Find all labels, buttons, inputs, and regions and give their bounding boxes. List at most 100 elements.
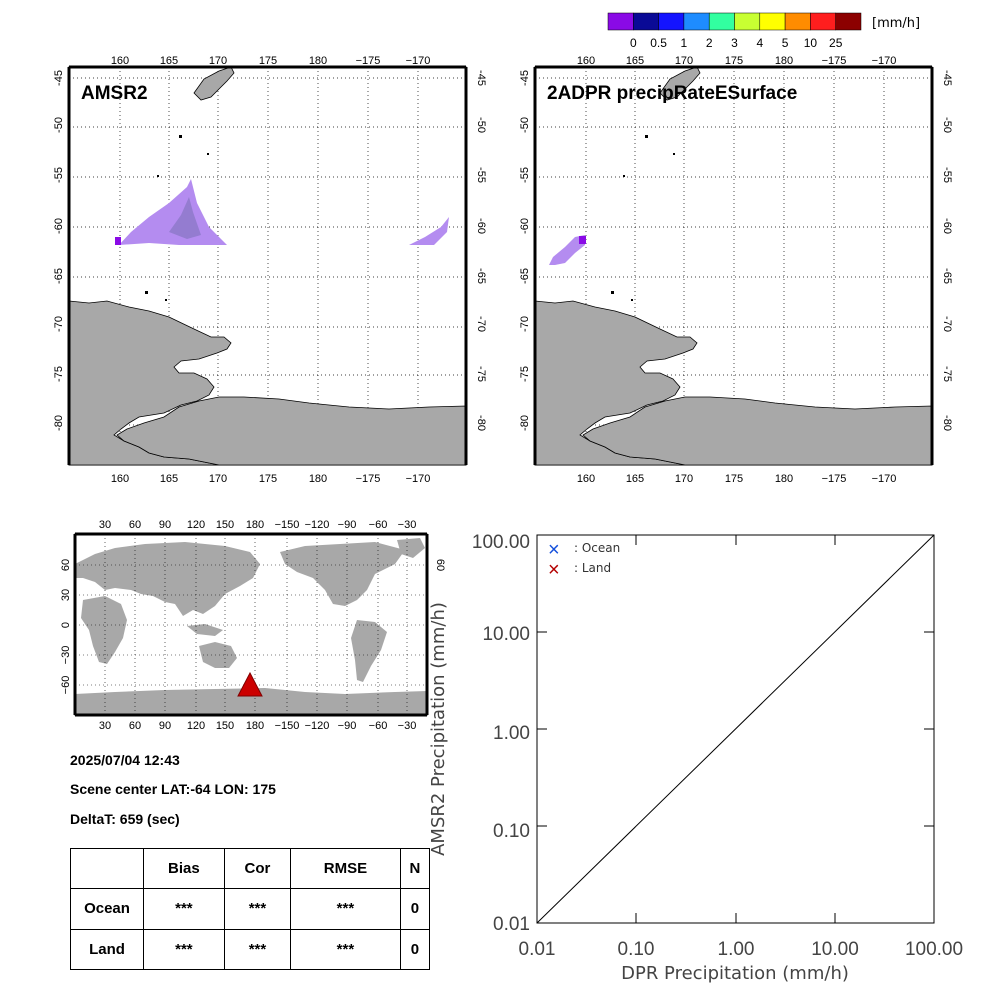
eurasia-landmass (75, 542, 260, 616)
row-label: Land (70, 928, 144, 971)
lat-tick: -45 (941, 70, 953, 86)
lon-tick: 175 (259, 55, 277, 67)
lat-tick: −30 (60, 646, 72, 665)
lon-tick: 150 (216, 519, 234, 531)
colorbar-tick: 2 (706, 36, 713, 50)
statistics-table: Bias Cor RMSE N Ocean *** *** *** 0 Land… (70, 847, 431, 971)
lon-tick: 90 (159, 720, 171, 732)
lat-tick: −60 (60, 676, 72, 695)
lon-tick: −120 (305, 720, 330, 732)
lat-tick: -50 (519, 117, 531, 133)
lon-tick: 150 (216, 720, 234, 732)
lon-tick: −150 (275, 720, 300, 732)
colorbar-swatch (683, 12, 710, 31)
lat-tick: -80 (53, 415, 65, 431)
lat-tick: -65 (519, 268, 531, 284)
scene-datetime: 2025/07/04 12:43 (70, 752, 180, 768)
table-cell: *** (143, 928, 225, 971)
south-america-landmass (351, 620, 387, 682)
lon-tick: 180 (309, 473, 327, 485)
islet (207, 153, 209, 155)
lon-tick: 180 (309, 55, 327, 67)
islet (631, 299, 633, 301)
lat-tick: -60 (941, 218, 953, 234)
lon-tick: −175 (822, 473, 847, 485)
lon-tick: −175 (356, 55, 381, 67)
islet (645, 135, 648, 138)
lat-tick: -55 (475, 167, 487, 183)
lat-tick: -55 (519, 167, 531, 183)
lon-tick: 165 (160, 473, 178, 485)
africa-landmass (81, 596, 127, 664)
lat-tick: -60 (53, 218, 65, 234)
lat-tick: -50 (475, 117, 487, 133)
lat-tick: -45 (53, 70, 65, 86)
lon-tick: −60 (369, 519, 388, 531)
lat-tick: -65 (475, 268, 487, 284)
precip-core (169, 197, 201, 239)
lon-tick: 30 (99, 720, 111, 732)
lat-tick: -50 (941, 117, 953, 133)
x-tick: 0.01 (519, 939, 556, 960)
colorbar-swatch (835, 12, 862, 31)
lat-tick: -45 (519, 70, 531, 86)
colorbar-swatch (784, 12, 811, 31)
table-row: Ocean *** *** *** 0 (70, 888, 431, 930)
lon-tick: −90 (338, 519, 357, 531)
lon-tick: 90 (159, 519, 171, 531)
legend-land-label: : Land (574, 561, 611, 575)
islet (611, 291, 614, 294)
x-tick: 10.00 (811, 939, 859, 960)
lon-tick: −120 (305, 519, 330, 531)
lon-tick: −90 (338, 720, 357, 732)
colorbar-swatch (708, 12, 735, 31)
lon-tick: 180 (775, 55, 793, 67)
lon-tick: 165 (626, 55, 644, 67)
precip-swath-east (409, 217, 449, 245)
colorbar-tick: 5 (782, 36, 789, 50)
lat-tick: -60 (475, 218, 487, 234)
islet (157, 175, 159, 177)
lon-tick: −170 (872, 473, 897, 485)
lon-tick: 120 (187, 519, 205, 531)
lat-tick: 60 (434, 559, 445, 571)
lat-tick: -70 (941, 316, 953, 332)
lon-tick: 180 (246, 720, 264, 732)
lat-tick: -75 (475, 366, 487, 382)
y-axis-label: AMSR2 Precipitation (mm/h) (428, 602, 449, 856)
scene-location-marker (237, 671, 263, 697)
colorbar-tick: 4 (756, 36, 763, 50)
greenland-landmass (397, 538, 425, 558)
delta-time: DeltaT: 659 (sec) (70, 811, 180, 827)
legend-ocean-label: : Ocean (574, 541, 620, 555)
y-tick: 0.01 (493, 914, 530, 935)
islet (145, 291, 148, 294)
lon-tick: 165 (626, 473, 644, 485)
table-header-cell: N (399, 847, 431, 890)
one-to-one-line (536, 534, 935, 924)
world-locator-map: 30 60 90 120 150 180 −150 −120 −90 −60 −… (60, 519, 445, 732)
lon-tick: −60 (369, 720, 388, 732)
lat-tick: -80 (519, 415, 531, 431)
table-cell: *** (223, 928, 292, 971)
lon-tick: 180 (775, 473, 793, 485)
table-cell: *** (223, 888, 292, 930)
lat-tick: -65 (941, 268, 953, 284)
ice-shelf-landmass (116, 396, 467, 466)
antarctica-landmass (75, 688, 427, 715)
precip-swath-west (119, 179, 227, 245)
colorbar-tick: 0 (630, 36, 637, 50)
lat-tick: -55 (53, 167, 65, 183)
table-cell: *** (290, 928, 401, 971)
y-tick: 10.00 (482, 624, 530, 645)
islet (165, 299, 167, 301)
table-cell: 0 (399, 928, 431, 971)
table-header-cell: RMSE (290, 847, 401, 890)
table-cell: *** (290, 888, 401, 930)
lon-tick: 175 (725, 55, 743, 67)
precip-swath (549, 235, 585, 265)
lon-tick: 160 (577, 473, 595, 485)
lat-tick: -75 (53, 366, 65, 382)
table-header-cell: Cor (223, 847, 292, 890)
colorbar-swatch (607, 12, 634, 31)
